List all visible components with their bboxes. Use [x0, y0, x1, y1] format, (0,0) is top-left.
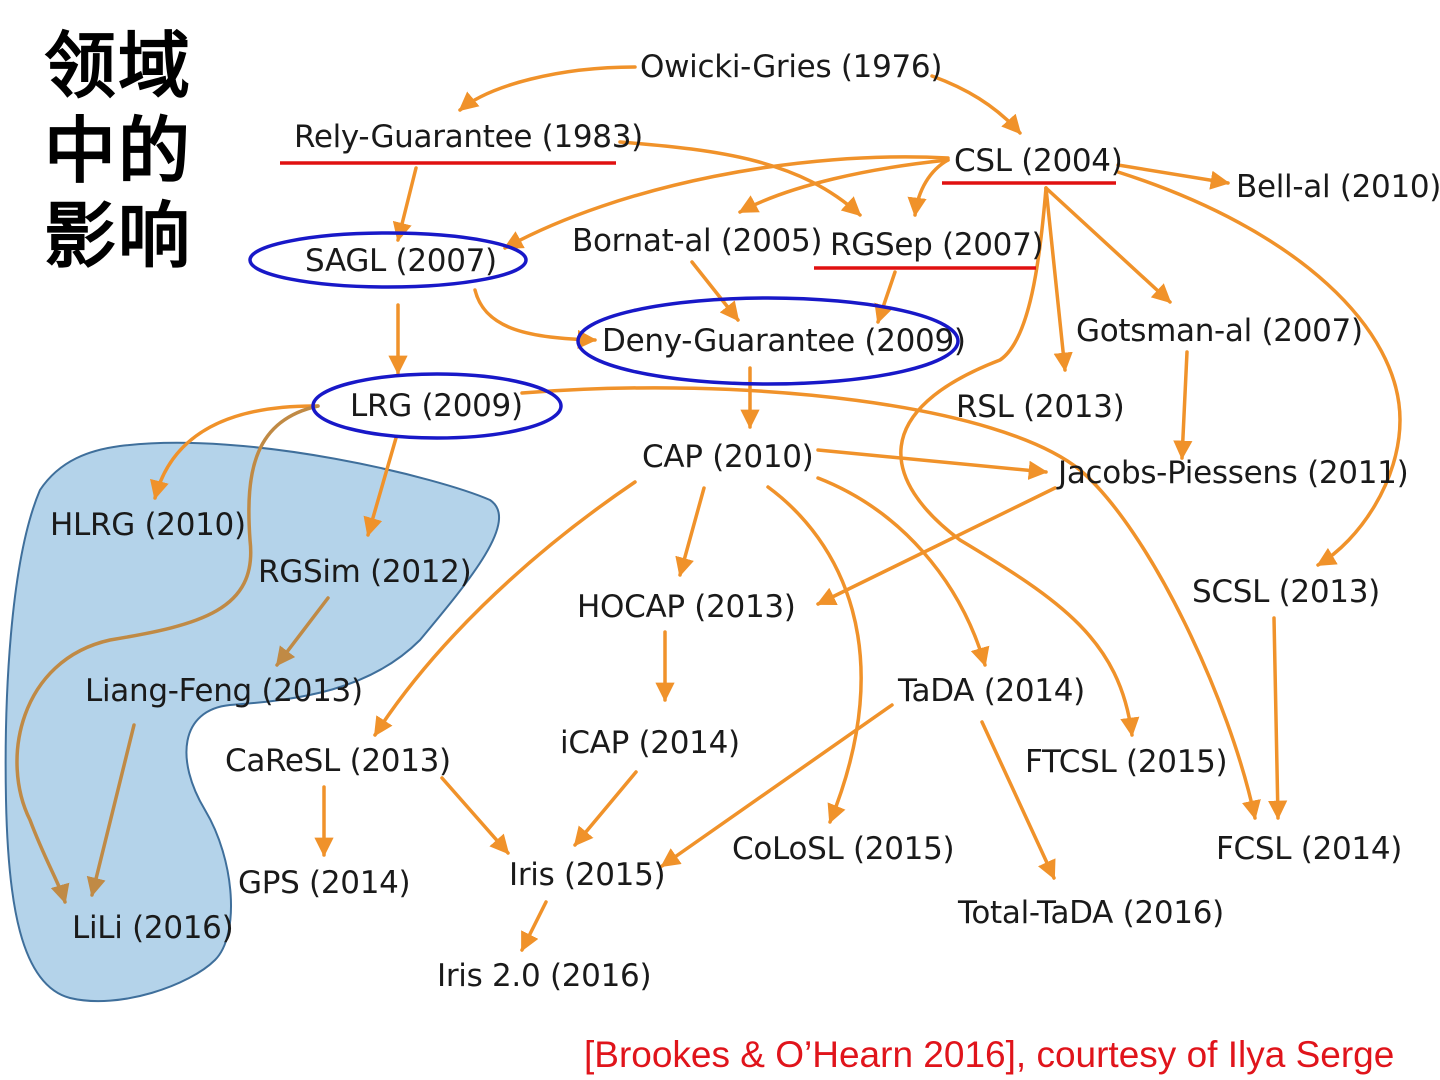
node-gps: GPS (2014) — [238, 865, 411, 901]
node-owicki-gries: Owicki-Gries (1976) — [640, 49, 943, 85]
node-bell-al: Bell-al (2010) — [1236, 169, 1440, 205]
node-total-tada: Total-TaDA (2016) — [958, 895, 1224, 931]
node-tada: TaDA (2014) — [898, 673, 1085, 709]
edge-lrg-hlrg — [150, 404, 320, 500]
edges — [150, 65, 1402, 952]
node-fcsl: FCSL (2014) — [1216, 831, 1403, 867]
node-icap: iCAP (2014) — [560, 725, 740, 761]
ellipses — [248, 231, 960, 440]
edge-csl-ftcsl — [899, 186, 1140, 737]
edge-liang-lili — [86, 723, 136, 897]
edge-tada-totaltada — [980, 720, 1056, 880]
citation: [Brookes & O’Hearn 2016], courtesy of Il… — [584, 1034, 1395, 1075]
node-scsl: SCSL (2013) — [1192, 574, 1380, 610]
edge-csl-rgsep — [907, 158, 950, 217]
edge-scsl-fcsl — [1268, 616, 1288, 820]
node-rgsim: RGSim (2012) — [258, 554, 472, 590]
node-jacobs-piessens: Jacobs-Piessens (2011) — [1058, 455, 1409, 491]
edge-gotsman-jacobs — [1173, 350, 1193, 460]
node-hlrg: HLRG (2010) — [50, 507, 246, 543]
node-rely-guarantee: Rely-Guarantee (1983) — [294, 119, 643, 155]
underlines — [280, 161, 1116, 270]
region-edges — [15, 404, 330, 904]
edge-rgsep-deny — [874, 270, 897, 324]
edge-lrg-rgsim — [363, 436, 398, 537]
edge-iris-iris2 — [520, 900, 548, 952]
node-lili: LiLi (2016) — [72, 910, 234, 946]
node-rgsep: RGSep (2007) — [830, 227, 1044, 263]
edge-owicki-csl — [930, 74, 1022, 135]
edge-rely-sagl — [392, 166, 418, 242]
edge-rgsim-liang — [275, 596, 330, 667]
edge-csl-scsl — [1116, 170, 1402, 567]
lrg-ellipse — [311, 372, 563, 440]
edge-csl-gotsman — [1044, 186, 1172, 304]
node-sagl: SAGL (2007) — [305, 243, 497, 279]
edge-cap-hocap — [675, 486, 706, 577]
edge-owicki-rely — [458, 65, 637, 112]
node-colosl: CoLoSL (2015) — [732, 831, 955, 867]
node-caresl: CaReSL (2013) — [225, 743, 451, 779]
edge-csl-bornat — [738, 158, 950, 214]
edge-csl-sagl — [503, 155, 950, 250]
edge-sagl-deny — [473, 288, 597, 350]
edge-csl-rsl — [1044, 186, 1073, 372]
edge-lrg-lili — [15, 404, 320, 904]
node-csl: CSL (2004) — [954, 143, 1123, 179]
shaded-group-region — [4, 441, 501, 1003]
title-line-1: 领域 — [44, 24, 193, 108]
edge-cap-colosl — [766, 485, 863, 824]
edge-cap-tada — [816, 476, 990, 667]
edge-cap-jacobs — [816, 448, 1048, 480]
edge-tada-iris — [660, 703, 894, 868]
node-bornat-al: Bornat-al (2005) — [572, 223, 823, 259]
node-cap: CAP (2010) — [642, 439, 814, 475]
sagl-ellipse — [248, 231, 528, 289]
node-ftcsl: FTCSL (2015) — [1025, 744, 1228, 780]
deny-ellipse — [576, 296, 960, 386]
node-lrg: LRG (2009) — [350, 388, 523, 424]
node-deny-guarantee: Deny-Guarantee (2009) — [602, 323, 966, 359]
edge-jacobs-hocap — [816, 486, 1057, 606]
node-iris-2: Iris 2.0 (2016) — [437, 958, 652, 994]
edge-caresl-iris — [440, 776, 510, 855]
node-liang-feng: Liang-Feng (2013) — [85, 673, 363, 709]
edge-bornat-deny — [690, 260, 740, 322]
edge-rely-rgsep — [618, 140, 862, 217]
title-line-2: 中的 — [44, 109, 193, 193]
edge-lrg-fcsl — [520, 386, 1261, 820]
node-iris: Iris (2015) — [509, 857, 666, 893]
edge-cap-caresl — [373, 480, 637, 737]
title-line-3: 影响 — [44, 194, 193, 278]
edge-csl-bell — [1116, 163, 1230, 190]
node-hocap: HOCAP (2013) — [577, 589, 796, 625]
edge-icap-iris — [573, 770, 638, 847]
node-gotsman-al: Gotsman-al (2007) — [1076, 313, 1363, 349]
node-rsl: RSL (2013) — [956, 389, 1125, 425]
